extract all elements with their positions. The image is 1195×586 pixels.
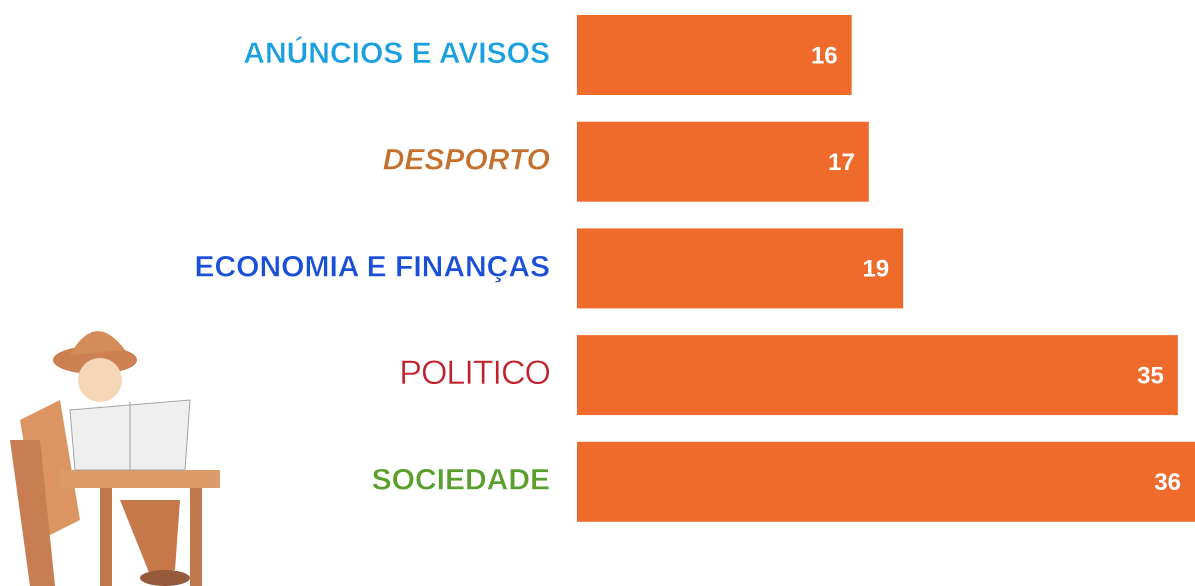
value-label: 17 xyxy=(828,149,855,176)
category-label: DESPORTO xyxy=(383,144,550,177)
bar xyxy=(577,228,904,309)
value-label: 36 xyxy=(1154,469,1181,496)
category-label: SOCIEDADE xyxy=(372,464,550,497)
category-label: POLITICO xyxy=(399,354,550,392)
value-label: 35 xyxy=(1137,362,1164,389)
bar xyxy=(577,441,1195,522)
bar xyxy=(577,335,1178,416)
category-label: ANÚNCIOS E AVISOS xyxy=(243,36,550,70)
bar xyxy=(577,15,852,95)
bar xyxy=(577,121,869,202)
value-label: 16 xyxy=(811,42,838,69)
value-label: 19 xyxy=(862,256,889,283)
newspaper-reader-illustration xyxy=(10,331,220,586)
category-label: ECONOMIA E FINANÇAS xyxy=(194,250,550,283)
